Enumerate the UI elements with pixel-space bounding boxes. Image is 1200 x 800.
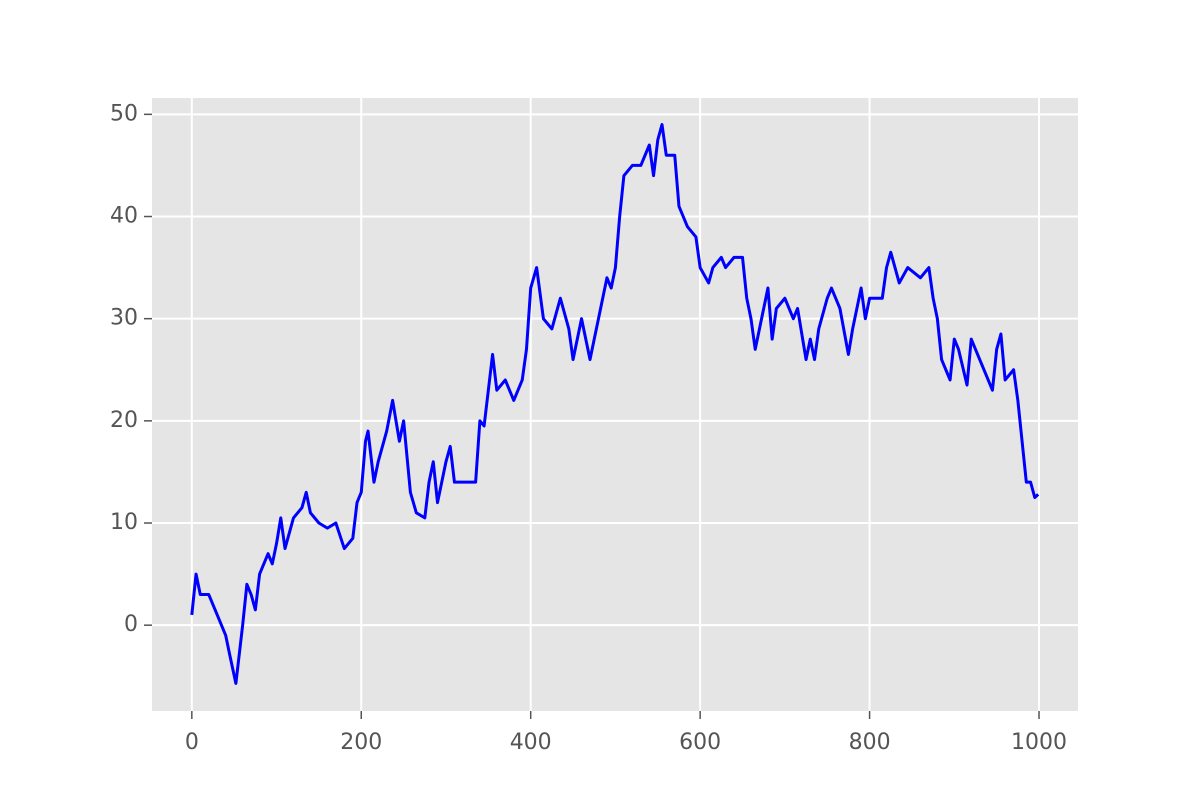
data-line <box>190 123 1040 685</box>
x-tick-label: 1000 <box>1011 730 1067 755</box>
plot-area <box>152 98 1078 711</box>
y-tick-label: 0 <box>124 612 138 637</box>
y-tick-label: 30 <box>110 306 138 331</box>
x-tick-label: 800 <box>849 730 891 755</box>
y-tick-label: 20 <box>110 408 138 433</box>
y-tick-label: 50 <box>110 101 138 126</box>
y-tick-label: 10 <box>110 510 138 535</box>
y-tick-label: 40 <box>110 204 138 229</box>
x-tick-label: 400 <box>510 730 552 755</box>
x-tick-label: 600 <box>679 730 721 755</box>
x-tick-label: 0 <box>185 730 199 755</box>
x-tick-label: 200 <box>340 730 382 755</box>
